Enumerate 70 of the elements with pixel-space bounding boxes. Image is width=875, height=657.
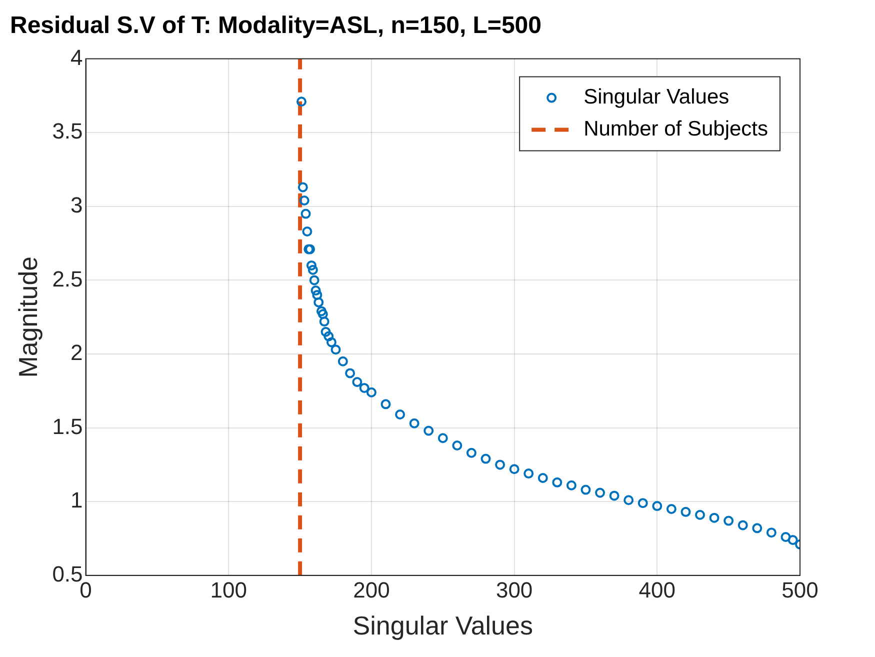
- point: [552, 477, 562, 488]
- point: [624, 495, 634, 506]
- point: [538, 472, 548, 483]
- x-axis-title: Singular Values: [352, 610, 533, 641]
- point: [580, 484, 591, 495]
- y-tick-label: 3.5: [52, 118, 83, 144]
- point: [652, 501, 662, 512]
- point: [352, 377, 362, 388]
- point: [395, 410, 406, 420]
- legend-label: Singular Values: [584, 86, 730, 109]
- x-tick-label: 300: [496, 578, 533, 603]
- point: [666, 504, 676, 514]
- point: [738, 520, 748, 530]
- chart-title: Residual S.V of T: Modality=ASL, n=150, L=500: [10, 12, 542, 40]
- point: [345, 368, 356, 378]
- y-tick-label: 2: [70, 340, 83, 366]
- point: [509, 464, 520, 474]
- point: [752, 523, 762, 534]
- point: [495, 460, 506, 470]
- point: [438, 433, 448, 444]
- point: [409, 418, 420, 428]
- point: [424, 426, 434, 436]
- point: [709, 512, 720, 523]
- point: [310, 286, 321, 296]
- point: [320, 326, 331, 337]
- point: [330, 344, 341, 355]
- point: [319, 316, 330, 327]
- point: [314, 297, 324, 308]
- point: [324, 331, 334, 342]
- point: [366, 387, 376, 398]
- x-tick-label: 100: [210, 578, 247, 603]
- point: [338, 356, 348, 366]
- point: [788, 534, 798, 545]
- point: [308, 264, 318, 275]
- point: [296, 96, 306, 107]
- point: [466, 448, 476, 458]
- x-tick-label: 500: [782, 578, 818, 603]
- point: [318, 309, 328, 320]
- y-tick-label: 3: [70, 192, 83, 218]
- point: [452, 440, 462, 451]
- point: [566, 480, 576, 490]
- point: [326, 337, 336, 348]
- x-tick-label: 400: [638, 578, 676, 603]
- point: [780, 532, 791, 542]
- point: [299, 195, 310, 206]
- y-tick-label: 1.5: [52, 414, 83, 439]
- y-tick-label: 1: [70, 488, 83, 513]
- point: [480, 454, 491, 464]
- x-tick-label: 200: [353, 578, 390, 603]
- point: [766, 528, 776, 538]
- point: [595, 488, 606, 498]
- legend-label: Number of Subjects: [584, 118, 768, 141]
- point: [316, 306, 326, 316]
- point: [309, 275, 320, 286]
- point: [695, 510, 706, 520]
- point: [302, 226, 312, 236]
- point: [609, 490, 620, 501]
- point: [680, 506, 691, 517]
- point: [298, 182, 308, 192]
- point: [312, 290, 322, 300]
- point: [380, 399, 391, 410]
- point: [524, 468, 534, 479]
- point: [638, 498, 648, 508]
- point: [306, 260, 316, 270]
- y-axis-title: Magnitude: [12, 256, 43, 378]
- point: [724, 516, 734, 526]
- point: [300, 208, 311, 219]
- point: [359, 382, 370, 393]
- y-tick-label: 4: [70, 44, 83, 70]
- y-tick-label: 2.5: [52, 266, 83, 292]
